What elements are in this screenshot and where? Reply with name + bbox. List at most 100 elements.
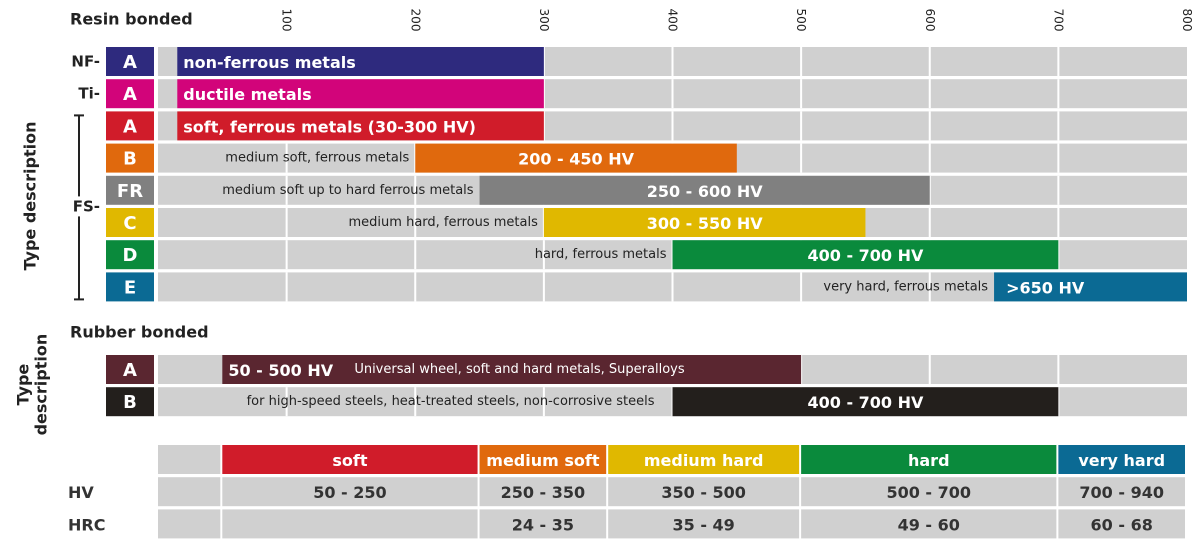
grid-line xyxy=(285,175,288,205)
grid-line xyxy=(285,208,288,237)
hardness-class-header xyxy=(222,445,478,474)
hardness-class-label: hard xyxy=(908,451,950,470)
range-note: for high-speed steels, heat-treated stee… xyxy=(247,394,655,409)
axis-tick-label: 200 xyxy=(408,9,422,32)
range-bar-label: 50 - 500 HV xyxy=(228,361,333,380)
range-bar-label: 400 - 700 HV xyxy=(807,393,924,412)
hv-range-value: 350 - 500 xyxy=(661,483,746,502)
axis-tick-label: 300 xyxy=(537,9,551,32)
grid-line xyxy=(1057,355,1060,384)
grid-line xyxy=(285,240,288,270)
grid-line xyxy=(928,272,931,302)
grid-line xyxy=(671,272,674,302)
hardness-class-header xyxy=(1058,445,1185,474)
hv-range-value: 250 - 350 xyxy=(501,483,586,502)
type-code-box xyxy=(106,111,154,141)
range-note: very hard, ferrous metals xyxy=(823,279,988,294)
range-bar-label: soft, ferrous metals (30-300 HV) xyxy=(183,117,476,136)
table-cell xyxy=(158,477,221,507)
type-code-label: B xyxy=(123,392,137,413)
rubber-section-title: Rubber bonded xyxy=(70,323,209,342)
hardness-class-label: medium soft xyxy=(486,451,600,470)
grid-line xyxy=(928,47,931,76)
grid-line xyxy=(1057,175,1060,205)
group-prefix: Ti- xyxy=(78,85,100,103)
grid-line xyxy=(800,111,803,141)
type-code-label: A xyxy=(123,52,137,73)
hrc-row-label: HRC xyxy=(68,515,105,534)
table-cell xyxy=(1058,477,1185,507)
grid-line xyxy=(1057,79,1060,109)
grid-line xyxy=(285,272,288,302)
grid-line xyxy=(285,143,288,173)
type-code-box xyxy=(106,240,154,270)
type-code-box xyxy=(106,175,154,205)
rubber-axis-label-line2: description xyxy=(32,334,51,436)
axis-tick-label: 600 xyxy=(923,9,937,32)
range-note: medium soft, ferrous metals xyxy=(225,151,409,166)
grid-line xyxy=(1057,143,1060,173)
type-code-box xyxy=(106,208,154,237)
axis-tick-label: 400 xyxy=(666,9,680,32)
type-code-box xyxy=(106,272,154,302)
grid-line xyxy=(1057,208,1060,237)
group-prefix: FS- xyxy=(73,197,100,215)
type-code-box xyxy=(106,387,154,417)
hrc-range-value: 49 - 60 xyxy=(898,515,960,534)
grid-line xyxy=(414,387,417,417)
grid-line xyxy=(671,47,674,76)
type-code-label: B xyxy=(123,149,137,170)
table-cell xyxy=(801,477,1057,507)
grid-line xyxy=(671,79,674,109)
type-code-box xyxy=(106,79,154,109)
hv-range-value: 50 - 250 xyxy=(313,483,386,502)
range-bar xyxy=(222,355,802,384)
grid-line xyxy=(928,79,931,109)
type-code-label: A xyxy=(123,84,137,105)
type-code-label: FR xyxy=(117,181,143,202)
table-cell xyxy=(608,509,800,539)
group-prefix: NF- xyxy=(71,53,100,71)
range-bar-label: 400 - 700 HV xyxy=(807,246,924,265)
range-bar-label: ductile metals xyxy=(183,85,311,104)
grid-line xyxy=(928,208,931,237)
range-note: hard, ferrous metals xyxy=(535,247,667,262)
grid-line xyxy=(414,208,417,237)
grid-line xyxy=(542,240,545,270)
rubber-axis-label-line1: Type xyxy=(14,364,33,406)
range-note: medium soft up to hard ferrous metals xyxy=(222,183,474,198)
range-bar xyxy=(177,111,544,141)
range-bar-label: 200 - 450 HV xyxy=(518,150,635,169)
hrc-range-value: 24 - 35 xyxy=(512,515,574,534)
grid-line xyxy=(928,143,931,173)
type-code-label: A xyxy=(123,116,137,137)
grid-line xyxy=(671,111,674,141)
hv-row-label: HV xyxy=(68,483,94,502)
range-bar-label: >650 HV xyxy=(1006,278,1085,297)
type-code-label: E xyxy=(124,277,136,298)
grid-line xyxy=(414,272,417,302)
grid-line xyxy=(285,387,288,417)
resin-axis-label: Type description xyxy=(21,122,40,271)
range-bar-label: 250 - 600 HV xyxy=(647,182,764,201)
range-note: medium hard, ferrous metals xyxy=(349,215,539,230)
hv-range-value: 700 - 940 xyxy=(1079,483,1164,502)
axis-tick-label: 100 xyxy=(280,9,294,32)
range-bar-label: 300 - 550 HV xyxy=(647,214,764,233)
table-cell xyxy=(801,509,1057,539)
range-bar xyxy=(177,47,544,76)
range-bar xyxy=(479,175,930,205)
table-cell xyxy=(222,509,478,539)
range-bar xyxy=(672,387,1059,417)
resin-section-title: Resin bonded xyxy=(70,10,193,29)
range-bar xyxy=(672,240,1059,270)
hardness-class-header xyxy=(608,445,800,474)
range-bar xyxy=(415,143,737,173)
range-bar xyxy=(177,79,544,109)
grid-line xyxy=(414,175,417,205)
range-bar xyxy=(994,272,1187,302)
range-bar xyxy=(543,208,866,237)
hrc-range-value: 60 - 68 xyxy=(1091,515,1153,534)
grid-line xyxy=(800,272,803,302)
